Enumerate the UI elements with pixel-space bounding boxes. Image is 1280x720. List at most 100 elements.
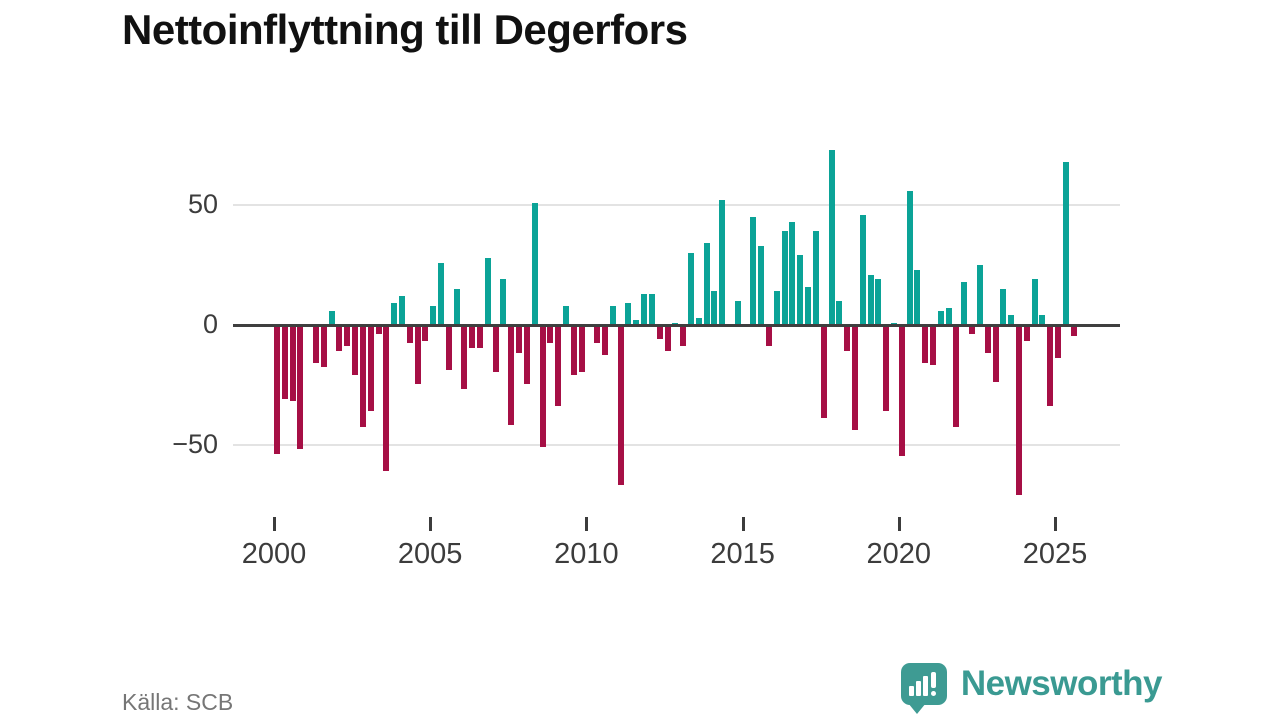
bar-2016-q4: [797, 255, 804, 325]
bar-2002-q3: [352, 326, 359, 375]
bar-2002-q2: [344, 326, 351, 346]
bar-2007-q3: [508, 326, 515, 425]
bar-2020-q1: [898, 326, 905, 457]
x-axis-tick: [1054, 517, 1057, 531]
bar-2008-q2: [531, 202, 538, 325]
bar-2013-q2: [687, 253, 694, 325]
logo-exclamation-icon: [930, 672, 936, 688]
bar-2020-q4: [922, 326, 929, 363]
bar-2008-q1: [523, 326, 530, 385]
bar-2014-q2: [719, 200, 726, 325]
bar-2019-q1: [867, 274, 874, 325]
bar-2003-q4: [391, 303, 398, 325]
bar-2022-q2: [969, 326, 976, 334]
x-axis-tick: [585, 517, 589, 531]
bar-2016-q1: [773, 291, 780, 325]
bar-2007-q2: [500, 279, 507, 325]
bar-2006-q4: [484, 257, 491, 325]
bar-2024-q4: [1047, 326, 1054, 406]
speech-bubble-tail: [907, 703, 926, 714]
bar-2021-q3: [945, 308, 952, 325]
bar-2024-q3: [1039, 315, 1046, 325]
bar-2016-q2: [781, 231, 788, 325]
bar-2021-q2: [937, 310, 944, 325]
bar-2018-q2: [844, 326, 851, 351]
bar-2013-q1: [680, 326, 687, 346]
x-axis-tick: [897, 517, 901, 531]
x-axis-tick-label: 2005: [397, 538, 463, 570]
bar-2000-q2: [281, 326, 288, 399]
bar-2005-q1: [430, 305, 437, 325]
x-axis-tick-label: 2025: [1022, 538, 1088, 570]
x-axis-tick-label: 2000: [241, 538, 307, 570]
bar-2023-q4: [1015, 326, 1022, 495]
bar-2004-q4: [422, 326, 429, 341]
bar-2006-q1: [461, 326, 468, 389]
bar-2006-q3: [477, 326, 484, 349]
bar-2018-q4: [859, 214, 866, 325]
gridline: [233, 204, 1120, 206]
bar-2021-q4: [953, 326, 960, 428]
bar-2023-q3: [1008, 315, 1015, 325]
bar-2003-q1: [367, 326, 374, 411]
bar-2004-q2: [406, 326, 413, 344]
bar-2024-q2: [1031, 279, 1038, 325]
x-axis-tick-label: 2015: [710, 538, 775, 570]
bar-2025-q2: [1062, 161, 1069, 325]
bar-2017-q1: [805, 286, 812, 325]
bar-2009-q4: [578, 326, 585, 373]
bar-2024-q1: [1023, 326, 1030, 341]
bar-2004-q3: [414, 326, 421, 385]
bar-2000-q3: [289, 326, 296, 401]
bar-2019-q2: [875, 279, 882, 325]
bar-2016-q3: [789, 221, 796, 325]
bar-2023-q2: [1000, 289, 1007, 325]
bar-2023-q1: [992, 326, 999, 382]
bar-2003-q2: [375, 326, 382, 334]
bar-2001-q4: [328, 310, 335, 325]
bar-2004-q1: [398, 296, 405, 325]
bar-2005-q2: [438, 262, 444, 325]
x-axis-tick: [429, 517, 433, 531]
source-note: Källa: SCB: [122, 689, 234, 715]
bar-2009-q2: [562, 305, 569, 325]
bar-2011-q4: [641, 293, 648, 325]
bar-2017-q4: [828, 149, 835, 325]
bar-2021-q1: [930, 326, 937, 365]
bar-2022-q4: [984, 326, 991, 353]
brand-name: Newsworthy: [960, 664, 1163, 703]
bar-2010-q2: [594, 326, 601, 344]
brand-logo: Newsworthy: [900, 663, 1163, 714]
bar-2014-q4: [734, 301, 741, 325]
bar-2013-q3: [695, 317, 702, 325]
bar-2012-q1: [648, 293, 655, 325]
x-axis-tick-label: 2010: [554, 538, 619, 570]
bar-2014-q1: [711, 291, 718, 325]
bar-2015-q3: [758, 245, 765, 325]
bar-2010-q4: [609, 305, 616, 325]
x-axis-tick: [741, 517, 745, 531]
bar-2000-q1: [274, 326, 280, 454]
bar-2020-q2: [906, 190, 913, 325]
bar-2020-q3: [914, 269, 921, 325]
logo-bar-icon: [908, 686, 914, 696]
bar-2012-q3: [664, 326, 671, 351]
bar-2001-q2: [313, 326, 320, 363]
bar-2015-q4: [766, 326, 773, 346]
y-axis-tick-label: 0: [202, 309, 218, 339]
gridline: [233, 444, 1120, 446]
bar-2006-q2: [469, 326, 476, 349]
bar-2009-q1: [555, 326, 562, 406]
x-axis-tick-label: 2020: [866, 538, 932, 570]
bar-2025-q3: [1070, 326, 1077, 337]
bar-2010-q3: [602, 326, 609, 356]
x-axis-tick: [273, 517, 276, 531]
bar-2002-q1: [336, 326, 343, 351]
bar-2001-q3: [320, 326, 327, 368]
bar-2003-q3: [383, 326, 390, 471]
bar-2018-q1: [836, 301, 843, 325]
bar-2011-q1: [617, 326, 624, 485]
newsworthy-logo-icon: [900, 663, 947, 714]
logo-bar-icon: [922, 676, 928, 696]
